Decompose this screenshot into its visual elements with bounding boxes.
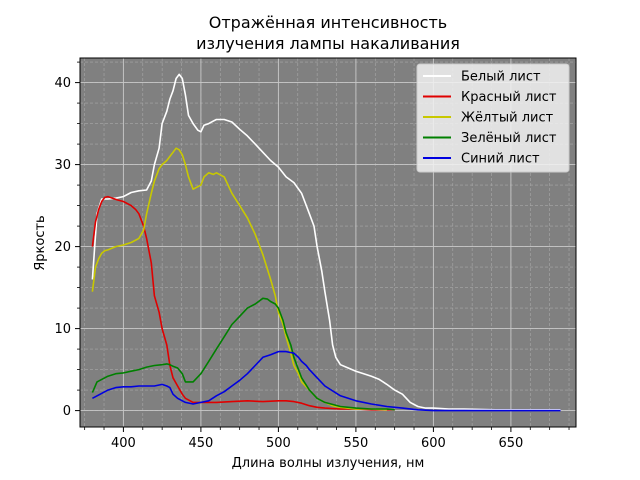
grid — [80, 58, 576, 427]
legend-label-4: Синий лист — [461, 152, 540, 167]
x-tick-label: 500 — [266, 436, 291, 451]
y-tick-label: 10 — [54, 322, 71, 337]
series-line-2 — [91, 147, 387, 411]
y-tick-label: 20 — [54, 240, 71, 255]
chart-title-line-2: излучения лампы накаливания — [196, 34, 460, 53]
series-line-4 — [92, 350, 561, 412]
legend-label-2: Жёлтый лист — [461, 111, 554, 126]
x-tick-label: 650 — [498, 436, 523, 451]
chart-title-line-1: Отражённая интенсивность — [209, 13, 447, 32]
y-axis-label: Яркость — [33, 215, 48, 270]
series-line-0 — [91, 73, 561, 411]
legend-label-3: Зелёный лист — [461, 131, 557, 146]
y-tick-label: 0 — [63, 404, 71, 419]
x-tick-label: 600 — [421, 436, 446, 451]
series-line-3 — [91, 297, 395, 411]
x-tick-label: 550 — [343, 436, 368, 451]
legend: Белый лист Красный лист Жёлтый лист Зелёный… — [416, 63, 570, 173]
x-tick-label: 400 — [111, 436, 136, 451]
series-layer — [91, 73, 561, 412]
y-tick-label: 40 — [54, 76, 71, 91]
legend-label-0: Белый лист — [461, 70, 541, 85]
y-tick-label: 30 — [54, 158, 71, 173]
x-tick-label: 450 — [188, 436, 213, 451]
legend-box — [416, 63, 570, 173]
series-line-1 — [91, 195, 395, 411]
plot-frame — [79, 57, 577, 428]
axis-ticks: 400 450 500 550 600 650 0 10 20 30 40 — [54, 61, 570, 451]
x-axis-label: Длина волны излучения, нм — [232, 456, 425, 471]
legend-label-1: Красный лист — [461, 90, 557, 105]
